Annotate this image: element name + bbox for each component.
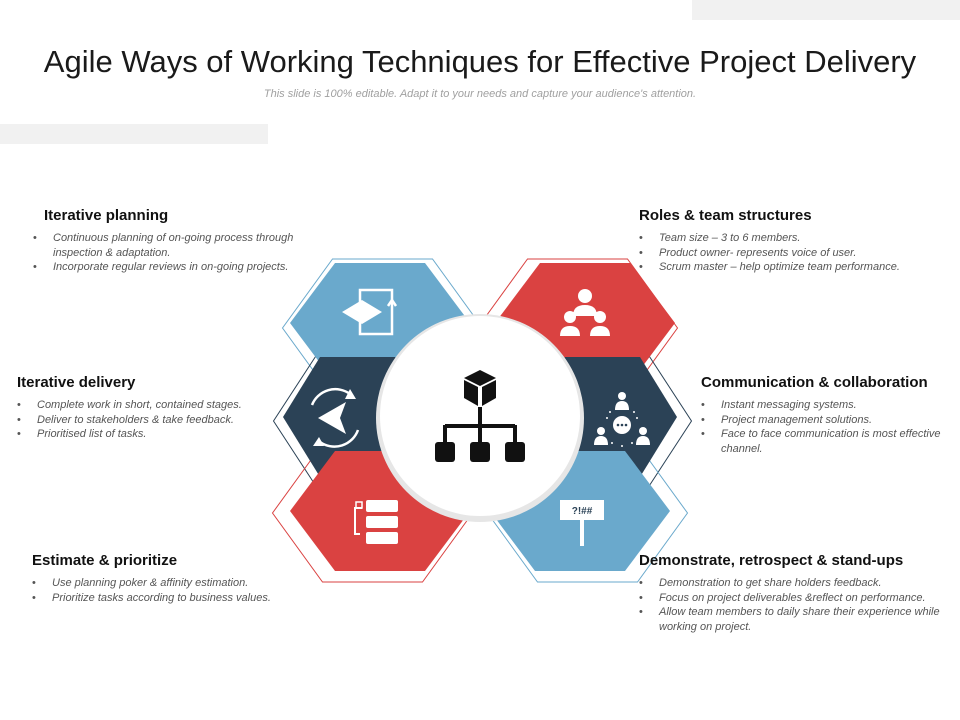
list-item: Use planning poker & affinity estimation…: [32, 576, 332, 591]
task-list-icon: [354, 500, 398, 544]
list-item: Project management solutions.: [701, 413, 951, 428]
list-item: Allow team members to daily share their …: [639, 605, 951, 634]
list-item: Scrum master – help optimize team perfor…: [639, 260, 939, 275]
page-title: Agile Ways of Working Techniques for Eff…: [43, 44, 917, 79]
bullets-communication: Instant messaging systems. Project manag…: [701, 398, 951, 456]
page-subtitle: This slide is 100% editable. Adapt it to…: [263, 88, 697, 100]
block-estimate-prioritize: Estimate & prioritize Use planning poker…: [32, 552, 332, 605]
sign-board-icon: ?!##: [560, 500, 604, 546]
heading-roles-team: Roles & team structures: [639, 207, 812, 224]
list-item: Demonstration to get share holders feedb…: [639, 576, 951, 591]
list-item: Continuous planning of on-going process …: [33, 231, 333, 260]
decor-bar-left: [0, 124, 268, 144]
people-chat-icon: [594, 392, 650, 447]
list-item: Deliver to stakeholders & take feedback.: [17, 413, 282, 428]
list-item: Team size – 3 to 6 members.: [639, 231, 939, 246]
bullets-estimate-prioritize: Use planning poker & affinity estimation…: [32, 576, 332, 605]
list-item: Complete work in short, contained stages…: [17, 398, 282, 413]
cycle-arrow-icon: [310, 387, 360, 448]
list-item: Incorporate regular reviews in on-going …: [33, 260, 333, 275]
list-item: Instant messaging systems.: [701, 398, 951, 413]
heading-iterative-planning: Iterative planning: [44, 207, 169, 224]
hierarchy-structure-icon: [435, 370, 525, 462]
list-item: Focus on project deliverables &reflect o…: [639, 591, 951, 606]
list-item: Product owner- represents voice of user.: [639, 246, 939, 261]
block-communication: Communication & collaboration Instant me…: [701, 374, 951, 456]
sign-board-text: ?!##: [572, 506, 593, 517]
bullets-iterative-planning: Continuous planning of on-going process …: [33, 231, 333, 275]
decor-bar-top: [692, 0, 960, 20]
heading-demonstrate: Demonstrate, retrospect & stand-ups: [639, 552, 904, 569]
block-roles-team: Roles & team structures Team size – 3 to…: [639, 207, 939, 275]
team-group-icon: [560, 289, 610, 336]
heading-communication: Communication & collaboration: [701, 374, 928, 391]
heading-estimate-prioritize: Estimate & prioritize: [32, 552, 178, 569]
block-demonstrate: Demonstrate, retrospect & stand-ups Demo…: [639, 552, 951, 634]
block-iterative-delivery: Iterative delivery Complete work in shor…: [17, 374, 282, 442]
heading-iterative-delivery: Iterative delivery: [17, 374, 136, 391]
bullets-iterative-delivery: Complete work in short, contained stages…: [17, 398, 282, 442]
list-item: Face to face communication is most effec…: [701, 427, 951, 456]
list-item: Prioritize tasks according to business v…: [32, 591, 332, 606]
list-item: Prioritised list of tasks.: [17, 427, 282, 442]
flowchart-icon: [342, 288, 398, 336]
block-iterative-planning: Iterative planning Continuous planning o…: [33, 207, 333, 275]
bullets-roles-team: Team size – 3 to 6 members. Product owne…: [639, 231, 939, 275]
bullets-demonstrate: Demonstration to get share holders feedb…: [639, 576, 951, 634]
